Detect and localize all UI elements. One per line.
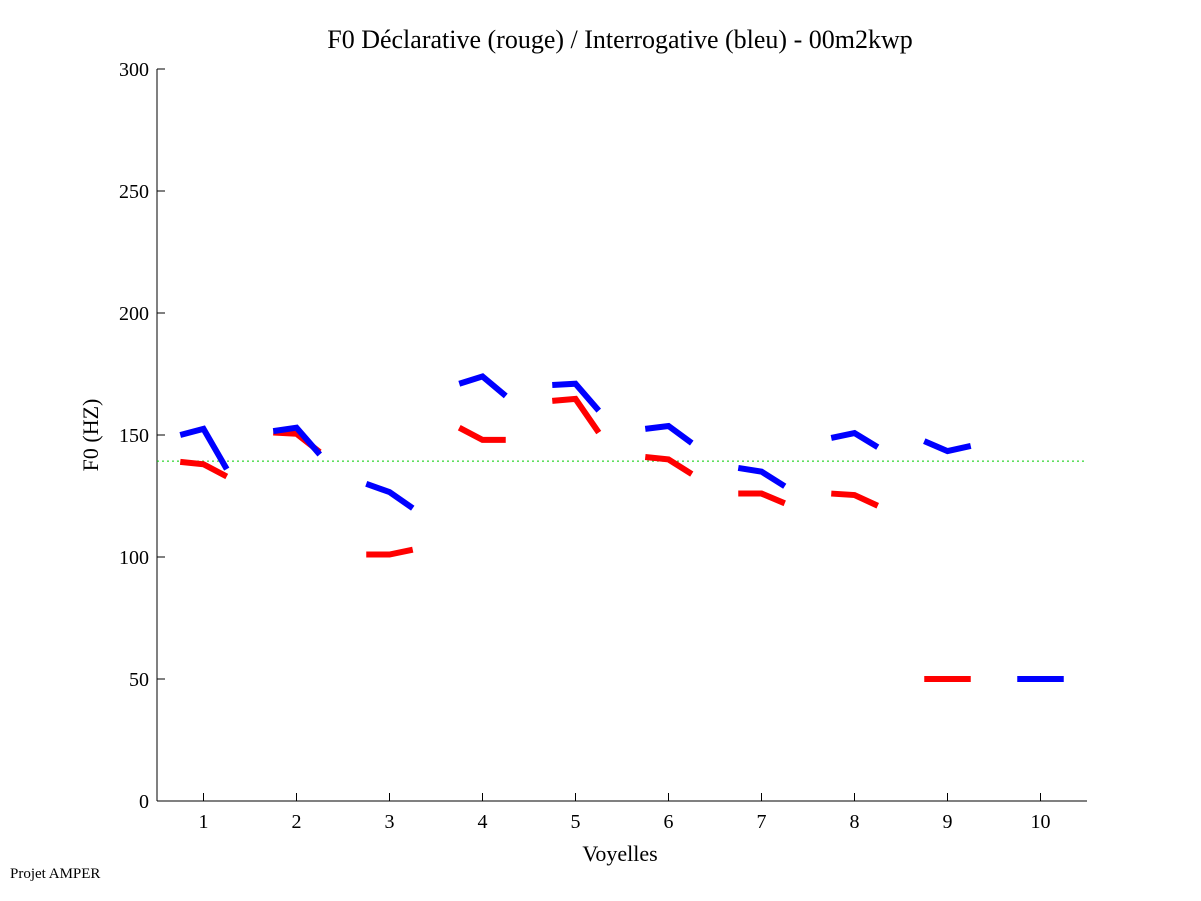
- x-axis-label: Voyelles: [582, 841, 657, 866]
- series-dclarative-segment: [738, 490, 786, 507]
- x-tick-label: 9: [943, 811, 953, 833]
- y-tick-label: 300: [119, 59, 149, 81]
- x-tick-label: 5: [571, 811, 581, 833]
- y-tick-label: 250: [119, 181, 149, 203]
- y-tick-label: 50: [129, 669, 149, 691]
- series-dclarative-segment: [457, 425, 506, 443]
- series-dclarative-segment: [644, 453, 694, 477]
- series-interrogative-segment: [737, 464, 787, 489]
- series-dclarative-segment: [179, 458, 229, 480]
- x-tick-label: 8: [850, 811, 860, 833]
- x-tick-label: 4: [478, 811, 488, 833]
- x-tick-label: 3: [385, 811, 395, 833]
- series-dclarative-segment: [551, 395, 602, 435]
- x-tick-label: 10: [1031, 811, 1051, 833]
- y-axis-label: F0 (HZ): [78, 399, 103, 472]
- series-interrogative-segment: [179, 425, 230, 471]
- footer-credit: Projet AMPER: [10, 866, 100, 882]
- y-tick-label: 200: [119, 303, 149, 325]
- y-tick-label: 0: [139, 791, 149, 813]
- series-interrogative-segment: [272, 424, 323, 457]
- series-interrogative-segment: [830, 429, 880, 450]
- series-interrogative-segment: [365, 480, 415, 511]
- axes: 0 50 100 150 200 250 300 1 2 3 4 5 6 7 8 9 10: [119, 59, 1087, 833]
- y-tick-label: 150: [119, 425, 149, 447]
- series-interrogative-segment: [644, 422, 694, 446]
- x-tick-label: 7: [757, 811, 767, 833]
- x-tick-label: 2: [292, 811, 302, 833]
- series-interrogative-segment: [458, 373, 508, 399]
- series-interrogative-segment: [923, 438, 972, 455]
- series-dclarative-segment: [831, 490, 880, 509]
- chart-title: F0 Déclarative (rouge) / Interrogative (…: [327, 25, 913, 54]
- plot-area: [157, 373, 1087, 682]
- series-dclarative-segment: [366, 546, 414, 558]
- x-tick-label: 6: [664, 811, 674, 833]
- x-tick-label: 1: [199, 811, 209, 833]
- series-interrogative-segment: [552, 380, 602, 413]
- y-tick-label: 100: [119, 547, 149, 569]
